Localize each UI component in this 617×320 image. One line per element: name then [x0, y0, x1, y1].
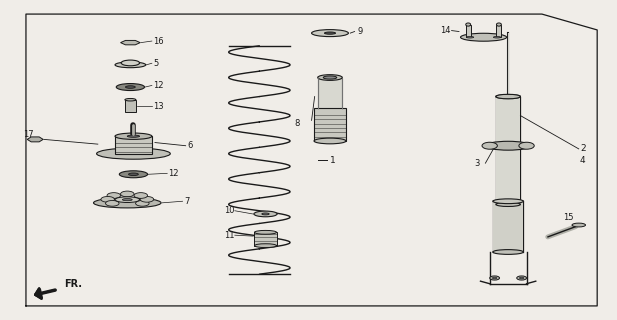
Ellipse shape [516, 276, 526, 280]
Text: 13: 13 [153, 101, 164, 111]
Ellipse shape [323, 76, 337, 79]
Ellipse shape [127, 135, 139, 137]
Ellipse shape [254, 244, 276, 248]
Ellipse shape [314, 138, 346, 144]
Ellipse shape [128, 173, 138, 176]
Ellipse shape [496, 202, 520, 206]
Polygon shape [120, 40, 140, 45]
Bar [314, 108, 346, 141]
Ellipse shape [134, 193, 147, 198]
Bar [318, 77, 342, 109]
Text: 15: 15 [563, 213, 574, 222]
Text: 9: 9 [358, 27, 363, 36]
Text: 5: 5 [153, 59, 159, 68]
Bar [254, 232, 276, 246]
Ellipse shape [115, 133, 152, 140]
Ellipse shape [115, 62, 146, 68]
Text: 16: 16 [153, 36, 164, 45]
Ellipse shape [520, 277, 524, 279]
Ellipse shape [493, 199, 523, 204]
Bar [496, 97, 520, 204]
Bar [466, 25, 471, 37]
Ellipse shape [494, 36, 501, 38]
Text: FR.: FR. [64, 279, 82, 289]
Text: 17: 17 [23, 130, 34, 139]
Text: 8: 8 [294, 119, 299, 128]
Ellipse shape [460, 33, 507, 41]
Bar [493, 201, 523, 252]
Ellipse shape [120, 191, 134, 197]
Ellipse shape [254, 230, 276, 234]
Text: 11: 11 [225, 231, 235, 240]
Ellipse shape [115, 197, 139, 203]
Ellipse shape [490, 276, 500, 280]
Ellipse shape [318, 75, 342, 80]
Ellipse shape [466, 23, 471, 26]
Ellipse shape [493, 250, 523, 254]
Ellipse shape [94, 198, 161, 208]
Ellipse shape [466, 36, 474, 38]
Ellipse shape [496, 94, 520, 99]
Ellipse shape [492, 277, 497, 279]
Ellipse shape [119, 171, 147, 178]
Bar [115, 136, 152, 154]
Ellipse shape [101, 196, 114, 202]
Ellipse shape [97, 148, 170, 159]
Text: 6: 6 [187, 141, 193, 150]
Ellipse shape [106, 200, 119, 206]
Ellipse shape [572, 223, 586, 227]
Ellipse shape [121, 60, 139, 66]
Ellipse shape [136, 200, 149, 206]
Ellipse shape [107, 193, 120, 198]
Text: 14: 14 [440, 26, 450, 35]
Ellipse shape [125, 86, 135, 88]
Polygon shape [27, 137, 43, 142]
Text: 2: 2 [580, 144, 586, 153]
Ellipse shape [116, 84, 144, 91]
Text: 7: 7 [184, 197, 189, 206]
Ellipse shape [497, 23, 502, 26]
Ellipse shape [482, 142, 497, 149]
Ellipse shape [254, 211, 277, 217]
Text: 10: 10 [225, 206, 235, 215]
Text: 1: 1 [330, 156, 336, 164]
Ellipse shape [122, 198, 132, 201]
Ellipse shape [140, 196, 154, 202]
Ellipse shape [496, 94, 520, 99]
Ellipse shape [325, 32, 336, 34]
Text: 3: 3 [474, 159, 479, 168]
Text: 4: 4 [580, 156, 586, 164]
Ellipse shape [125, 99, 136, 101]
Text: 12: 12 [168, 169, 179, 178]
Text: 12: 12 [153, 81, 164, 90]
Bar [125, 100, 136, 112]
Ellipse shape [312, 30, 349, 36]
Bar [497, 25, 502, 37]
Ellipse shape [519, 142, 534, 149]
Ellipse shape [485, 141, 531, 150]
Ellipse shape [262, 213, 269, 215]
